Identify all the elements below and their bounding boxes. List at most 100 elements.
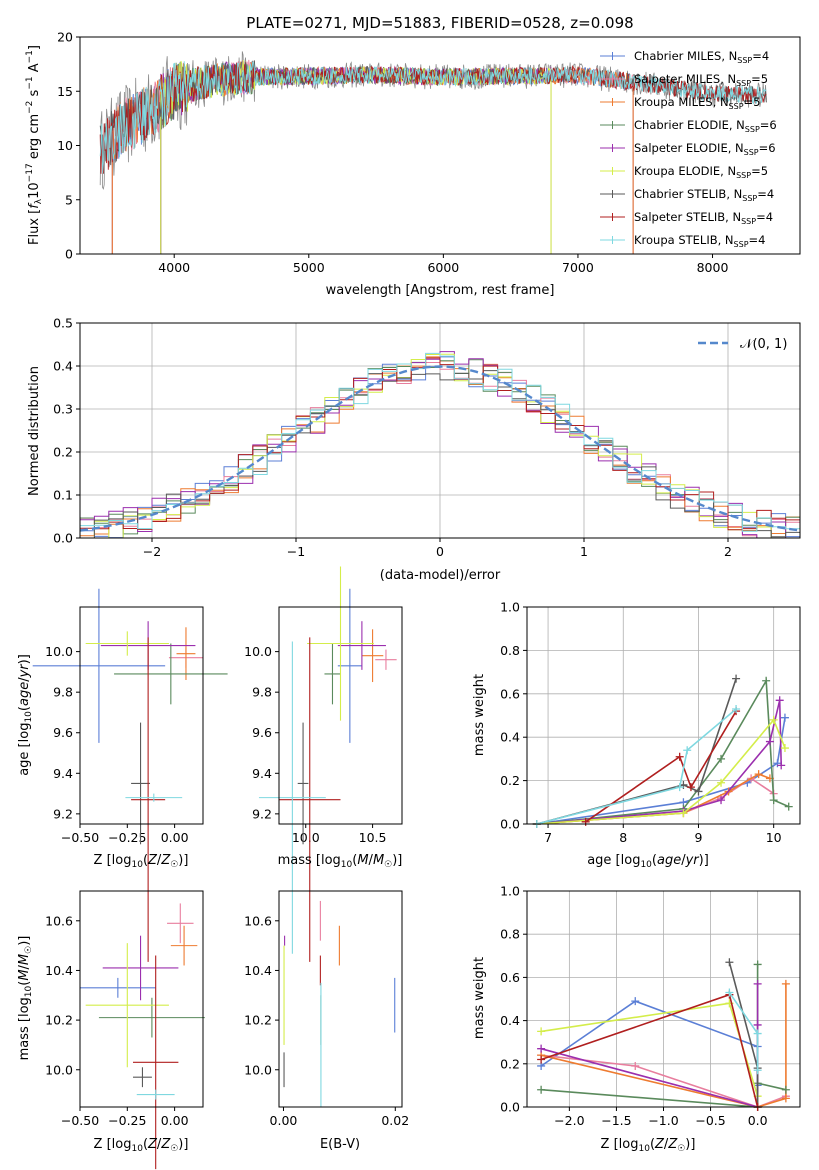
mass-weight-marker <box>631 1061 640 1070</box>
age_vs_mass-xtick-label: 10.0 <box>292 830 320 845</box>
residual-ylabel: Normed distribution <box>27 366 42 496</box>
mass-weight-marker <box>675 783 684 792</box>
mass-weight-line <box>536 678 790 825</box>
mass-weight-marker <box>753 1020 762 1029</box>
residual-xtick-label: 2 <box>724 544 732 559</box>
mass-weight-marker <box>725 958 734 967</box>
weight_vs_Z-ytick-label: 1.0 <box>500 884 520 899</box>
mass-weight-marker <box>777 761 786 770</box>
mass-weight-marker <box>694 787 703 796</box>
legend-label: Chabrier STELIB, NSSP=4 <box>634 187 774 203</box>
age-z-ylabel: age [log10(age/yr)] <box>17 654 34 776</box>
age_vs_Z-frame <box>79 606 204 825</box>
weight_vs_Z-xtick-label: −1.5 <box>601 1113 631 1128</box>
mass_vs_Z-xtick-label: 0.00 <box>161 1113 189 1128</box>
age_vs_Z-ytick-label: 9.6 <box>53 725 73 740</box>
mass-vs-metallicity-panel: −0.50 −0.25 0.00 10.0 10.2 10.4 10.6 <box>45 890 205 1170</box>
age_vs_mass-ytick-label: 9.4 <box>252 766 272 781</box>
normal-distribution-curve <box>80 365 800 532</box>
mass-weight-marker <box>769 796 778 805</box>
residual-ytick-label: 0.1 <box>53 488 73 503</box>
weight_vs_Z-frame <box>526 890 801 1108</box>
residual-xtick-label: −2 <box>143 544 161 559</box>
mass_vs_Z-ytick-label: 10.2 <box>45 1013 73 1028</box>
weight_vs_Z-ytick-label: 0.4 <box>500 1013 520 1028</box>
mass-weight-line <box>540 983 759 1109</box>
mass-weight-line <box>536 708 737 825</box>
residual-legend: 𝒩(0, 1) <box>698 337 787 352</box>
weight_vs_Z-xtick-label: −0.5 <box>695 1113 725 1128</box>
legend-label: Salpeter ELODIE, NSSP=6 <box>634 141 776 157</box>
age_vs_mass-ytick-label: 9.2 <box>252 806 272 821</box>
legend-label: Chabrier MILES, NSSP=4 <box>634 49 769 65</box>
mass-weight-marker <box>732 674 741 683</box>
spectrum-ytick-label: 5 <box>65 192 73 207</box>
mass-weight-marker <box>683 746 692 755</box>
spectrum-xtick-label: 7000 <box>562 260 594 275</box>
mass-weight-line <box>536 717 786 825</box>
mass-weight-line <box>728 992 759 1071</box>
mass-weight-marker <box>675 752 684 761</box>
residual-ytick-label: 0.4 <box>53 359 73 374</box>
mass-z-xlabel: Z [log10(Z/Z☉)] <box>94 1137 189 1154</box>
mass-weight-marker <box>686 783 695 792</box>
age_vs_mass-ytick-label: 10.0 <box>244 644 272 659</box>
figure-title: PLATE=0271, MJD=51883, FIBERID=0528, z=0… <box>246 14 633 32</box>
mass-weight-marker <box>754 770 763 779</box>
mass-weight-line <box>540 1000 759 1107</box>
mass-vs-ebv-panel: 0.00 0.02 10.0 10.2 10.4 10.6 <box>244 890 409 1128</box>
mass-weight-line <box>585 710 737 823</box>
mass-weight-marker <box>717 778 726 787</box>
age-z-xlabel: Z [log10(Z/Z☉)] <box>94 853 189 870</box>
weight_vs_age-ytick-label: 1.0 <box>500 600 520 615</box>
weight-age-ylabel: mass weight <box>472 674 487 756</box>
mass-weight-marker <box>775 696 784 705</box>
weight_vs_age-xtick-label: 7 <box>544 830 552 845</box>
legend-label: Salpeter STELIB, NSSP=4 <box>634 210 773 226</box>
mass-ebv-xlabel: E(B-V) <box>320 1137 360 1152</box>
mass_vs_ebv-ytick-label: 10.6 <box>244 913 272 928</box>
mass-weight-line <box>536 718 786 825</box>
weight_vs_Z-xtick-label: −2.0 <box>554 1113 584 1128</box>
mass_vs_ebv-xtick-label: 0.02 <box>381 1113 409 1128</box>
weight_vs_age-frame <box>526 606 801 825</box>
mass_vs_Z-xtick-label: −0.25 <box>108 1113 146 1128</box>
age_vs_Z-xtick-label: 0.00 <box>161 830 189 845</box>
mass-weight-marker <box>753 1066 762 1075</box>
mass-weight-line <box>728 962 759 1107</box>
weight-z-xlabel: Z [log10(Z/Z☉)] <box>601 1137 696 1154</box>
weight_vs_Z-xtick-label: −1.0 <box>648 1113 678 1128</box>
mass-weight-marker <box>717 754 726 763</box>
weight_vs_age-ytick-label: 0.0 <box>500 817 520 832</box>
mass-weight-marker <box>679 809 688 818</box>
legend-label: Kroupa ELODIE, NSSP=5 <box>634 164 768 180</box>
mass-weight-marker <box>781 1094 790 1103</box>
age-vs-mass-panel: 10.0 10.5 9.2 9.4 9.6 9.8 10.0 <box>244 566 403 962</box>
mass_vs_Z-ytick-label: 10.0 <box>45 1062 73 1077</box>
mass-z-ylabel: mass [log10(M/M☉)] <box>17 936 34 1061</box>
mass-weight-marker <box>781 1085 790 1094</box>
mass-weight-marker <box>753 979 762 988</box>
mass-weight-marker <box>537 1055 546 1064</box>
mass_vs_ebv-ytick-label: 10.2 <box>244 1013 272 1028</box>
weight_vs_age-xtick-label: 10 <box>766 830 782 845</box>
age_vs_Z-ytick-label: 9.8 <box>53 685 73 700</box>
residual-xtick-label: 1 <box>580 544 588 559</box>
mass_vs_Z-frame <box>79 890 204 1108</box>
legend-label: Salpeter MILES, NSSP=5 <box>634 72 768 88</box>
age_vs_Z-xtick-label: −0.25 <box>108 830 146 845</box>
age_vs_mass-xtick-label: 10.5 <box>359 830 387 845</box>
mass_vs_Z-ytick-label: 10.6 <box>45 913 73 928</box>
spectrum-xtick-label: 5000 <box>293 260 325 275</box>
weight_vs_Z-ytick-label: 0.0 <box>500 1100 520 1115</box>
mass-weight-marker <box>769 715 778 724</box>
mass-weight-marker <box>784 802 793 811</box>
mass-weight-marker <box>537 1085 546 1094</box>
spectrum-legend: Chabrier MILES, NSSP=4 Salpeter MILES, NS… <box>600 49 777 249</box>
mass-weight-line <box>540 993 759 1108</box>
mass-weight-marker <box>732 704 741 713</box>
mass-weight-marker <box>781 979 790 988</box>
age_vs_mass-ytick-label: 9.6 <box>252 725 272 740</box>
age_vs_Z-ytick-label: 10.0 <box>45 644 73 659</box>
